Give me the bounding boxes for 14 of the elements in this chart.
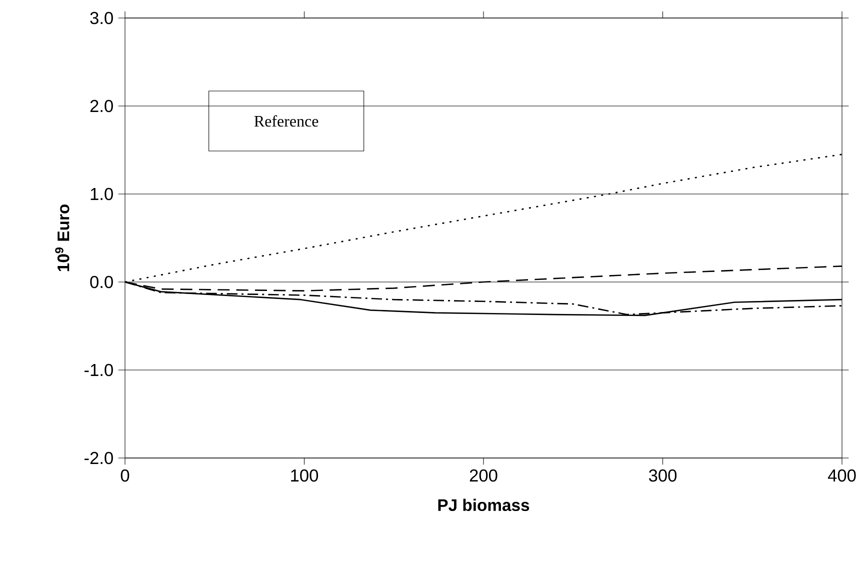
- x-tick-label: 200: [470, 469, 498, 482]
- x-axis-title: PJ biomass: [438, 498, 530, 512]
- x-tick-label: 0: [120, 469, 130, 482]
- y-tick-label: 3.0: [90, 12, 113, 24]
- y-axis-title: 10$^{9}$ Euro: [55, 204, 70, 272]
- x-tick-label: 400: [828, 469, 856, 482]
- y-tick-label: 0.0: [90, 276, 113, 288]
- x-tick-label: 300: [648, 469, 677, 482]
- y-tick-label: 1.0: [90, 188, 113, 200]
- y-tick-label: -2.0: [84, 452, 113, 464]
- y-tick-label: 2.0: [90, 100, 113, 112]
- x-tick-label: 100: [291, 469, 318, 482]
- annotation: Reference: [254, 115, 318, 127]
- y-tick-label: -1.0: [84, 364, 113, 376]
